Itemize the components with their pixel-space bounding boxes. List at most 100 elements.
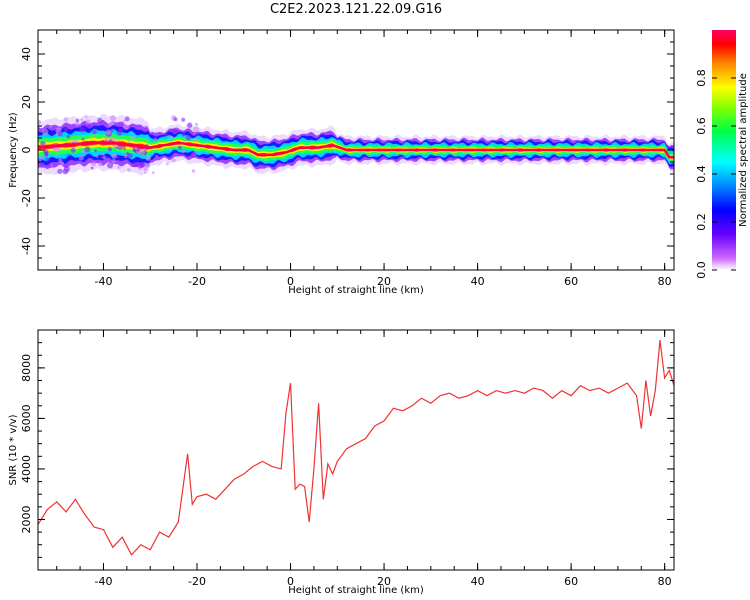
snr-x-tick-label: -40 [94,575,112,588]
spectrogram-speckle [92,129,97,135]
spectrogram-speckle [81,137,85,141]
spectrogram-speckle [107,147,113,152]
spectrogram-speckle [75,118,80,123]
spectrogram-speckle [153,137,158,142]
spectrogram-speckle [123,124,129,130]
spectrogram-speckle [144,125,148,130]
spectrogram-speckle [123,119,126,123]
spectrogram-x-axis-label: Height of straight line (km) [288,285,424,296]
spectrogram-y-tick-label: -40 [20,237,33,255]
snr-x-tick-label: 80 [658,575,672,588]
spectrogram-speckle [164,133,168,137]
spectrogram-speckle [60,161,65,165]
spectrogram-speckle [131,134,137,140]
spectrogram-speckle [49,125,52,128]
spectrogram-speckle [126,168,131,172]
spectrogram-speckle [85,119,91,125]
spectrogram-speckle [111,153,117,159]
snr-frame [37,329,675,571]
spectrogram-speckle [40,141,46,147]
spectrogram-speckle [191,169,196,173]
spectrogram-speckle [138,149,145,155]
spectrogram-speckle [187,122,193,128]
spectrogram-x-tick-label: 40 [471,275,485,288]
spectrogram-speckle [104,137,110,143]
spectrogram-speckle [111,158,116,164]
spectrogram-x-tick-label: -20 [188,275,206,288]
spectrogram-y-tick-label: 40 [20,47,33,61]
spectrogram-y-axis-label: Frequency (Hz) [8,112,19,188]
spectrogram-speckle [44,152,49,157]
spectrogram-speckle [74,121,80,127]
spectrogram-speckle [143,162,149,168]
spectrogram-x-tick-label: 80 [658,275,672,288]
spectrogram-speckle [38,119,42,125]
spectrogram-speckle [94,149,97,153]
spectrogram-speckle [167,147,171,151]
spectrogram-speckle [109,138,112,142]
snr-x-tick-label: 60 [564,575,578,588]
spectrogram-speckle [99,154,104,158]
colorbar-tick-label: 0.6 [695,117,708,135]
spectrogram-speckle [57,168,63,175]
spectrogram-speckle [117,143,124,150]
spectrogram-speckle [117,165,121,169]
colorbar-tick-label: 0.2 [695,213,708,231]
spectrogram-speckle [97,162,103,167]
spectrogram-speckle [93,134,96,138]
spectrogram-speckle [55,153,58,157]
spectrogram-speckle [39,162,45,169]
snr-y-tick-label: 6000 [20,404,33,432]
spectrogram-speckle [145,155,152,161]
spectrogram-speckle [80,118,83,121]
spectrogram-speckle [143,171,147,175]
snr-y-tick-label: 4000 [20,455,33,483]
spectrogram-speckle [132,161,139,168]
spectrogram-y-tick-label: 20 [20,95,33,109]
chart-title: C2E2.2023.121.22.09.G16 [269,2,443,17]
spectrogram-x-tick-label: 0 [287,275,294,288]
spectrogram-speckle [58,158,63,163]
spectrogram-speckle [90,166,94,170]
spectrogram-speckle [57,131,63,137]
spectrogram-speckle [84,115,88,119]
colorbar: 0.0 0.2 0.4 0.6 0.8 Normalized spectral ampl… [695,30,749,279]
spectrogram-speckle [127,139,131,143]
spectrogram-speckle [143,167,148,172]
spectrogram-speckle [38,154,44,160]
snr-x-axis-label: Height of straight line (km) [288,585,424,596]
colorbar-gradient [712,30,736,270]
spectrogram-speckle [178,145,182,150]
snr-x-tick-label: 20 [377,575,391,588]
spectrogram-speckle [91,161,97,167]
spectrogram-speckle [63,117,68,122]
spectrogram-speckle [70,147,76,153]
spectrogram-x-tick-label: 20 [377,275,391,288]
snr-y-tick-label: 8000 [20,354,33,382]
snr-y-tick-label: 2000 [20,505,33,533]
spectrogram-speckle [132,147,136,150]
snr-y-axis-label: SNR (10 * v/v) [8,414,19,485]
spectrogram-speckle [151,171,155,175]
spectrogram-x-tick-label: -40 [94,275,112,288]
spectrogram-speckle [105,129,111,135]
spectrogram-speckle [123,146,126,150]
spectrogram-speckle [194,122,199,127]
spectrogram-speckle [48,163,51,166]
spectrogram-speckle [118,127,124,133]
spectrogram-speckle [172,127,178,133]
spectrogram-speckle [124,116,130,122]
spectrogram-speckle [79,126,86,133]
spectrogram-speckle [109,121,114,126]
spectrogram-speckle [123,154,128,159]
spectrogram-speckle [67,154,70,157]
spectrogram-speckle [172,158,176,163]
spectrogram-speckle [95,154,99,158]
spectrogram-speckle [109,136,116,143]
snr-x-tick-label: 0 [287,575,294,588]
snr-x-tick-label: 40 [471,575,485,588]
spectrogram-speckle [185,135,192,141]
spectrogram-speckle [112,144,117,149]
spectrogram-speckle [45,157,50,162]
spectrogram-x-tick-label: 60 [564,275,578,288]
